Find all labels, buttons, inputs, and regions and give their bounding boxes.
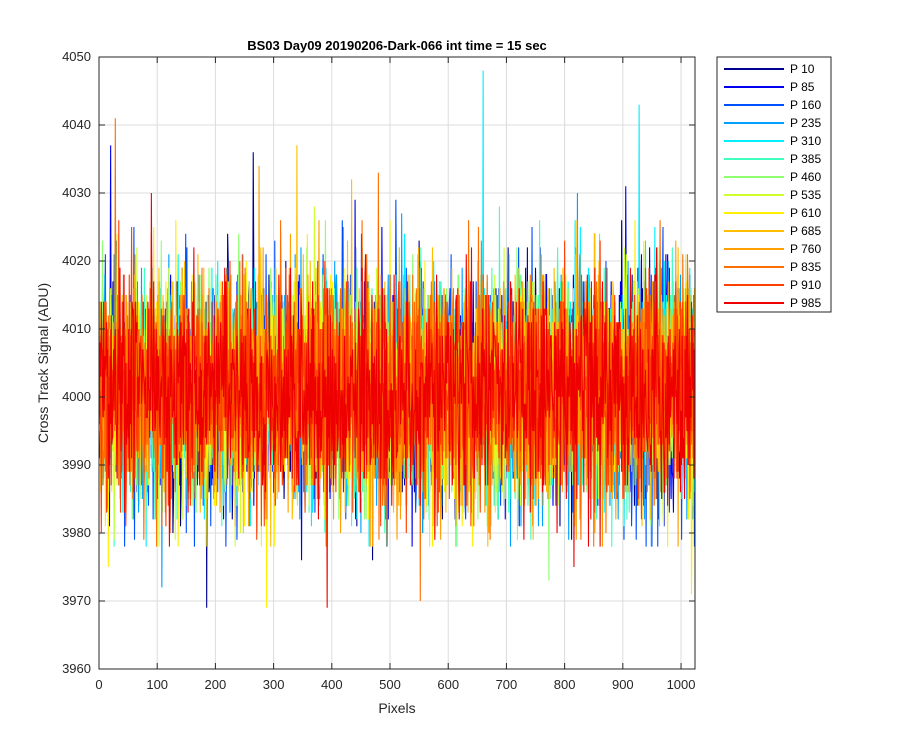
legend-label: P 985 [790, 296, 821, 310]
x-tick-label: 0 [95, 677, 102, 692]
legend-label: P 160 [790, 98, 821, 112]
x-tick-label: 900 [612, 677, 634, 692]
y-tick-label: 3980 [62, 525, 91, 540]
y-tick-label: 3970 [62, 593, 91, 608]
legend-label: P 835 [790, 260, 821, 274]
y-tick-label: 4030 [62, 185, 91, 200]
x-tick-label: 600 [437, 677, 459, 692]
legend-label: P 760 [790, 242, 821, 256]
x-tick-label: 200 [205, 677, 227, 692]
x-tick-label: 100 [146, 677, 168, 692]
legend-label: P 460 [790, 170, 821, 184]
y-axis-label: Cross Track Signal (ADU) [35, 283, 51, 443]
y-tick-label: 4040 [62, 117, 91, 132]
x-tick-label: 400 [321, 677, 343, 692]
legend: P 10 P 85 P 160 P 235 P 310 P 385 P 460 P 535 P … [716, 56, 832, 313]
legend-label: P 85 [790, 80, 815, 94]
chart-title: BS03 Day09 20190206-Dark-066 int time = … [247, 38, 547, 53]
y-tick-label: 3990 [62, 457, 91, 472]
x-tick-label: 700 [496, 677, 518, 692]
y-tick-label: 4020 [62, 253, 91, 268]
legend-box [716, 56, 832, 313]
y-tick-labels: 3960 3970 3980 3990 4000 4010 4020 4030 4040 4050 [62, 49, 91, 676]
x-axis-label: Pixels [378, 700, 415, 716]
legend-label: P 685 [790, 224, 821, 238]
x-tick-labels: 0 100 200 300 400 500 600 700 800 900 1000 [95, 677, 695, 692]
x-tick-label: 800 [554, 677, 576, 692]
legend-label: P 235 [790, 116, 821, 130]
legend-label: P 10 [790, 62, 815, 76]
y-tick-label: 3960 [62, 661, 91, 676]
y-tick-label: 4010 [62, 321, 91, 336]
legend-label: P 910 [790, 278, 821, 292]
plot-frame [98, 56, 696, 670]
series-line-p910 [99, 220, 695, 547]
x-tick-label: 300 [263, 677, 285, 692]
legend-label: P 610 [790, 206, 821, 220]
ticks [98, 56, 695, 670]
y-tick-label: 4050 [62, 49, 91, 64]
legend-label: P 310 [790, 134, 821, 148]
legend-label: P 385 [790, 152, 821, 166]
series-layer [99, 70, 695, 608]
y-tick-label: 4000 [62, 389, 91, 404]
x-tick-label: 500 [379, 677, 401, 692]
x-tick-label: 1000 [667, 677, 696, 692]
legend-label: P 535 [790, 188, 821, 202]
series-line-p985 [99, 192, 695, 608]
